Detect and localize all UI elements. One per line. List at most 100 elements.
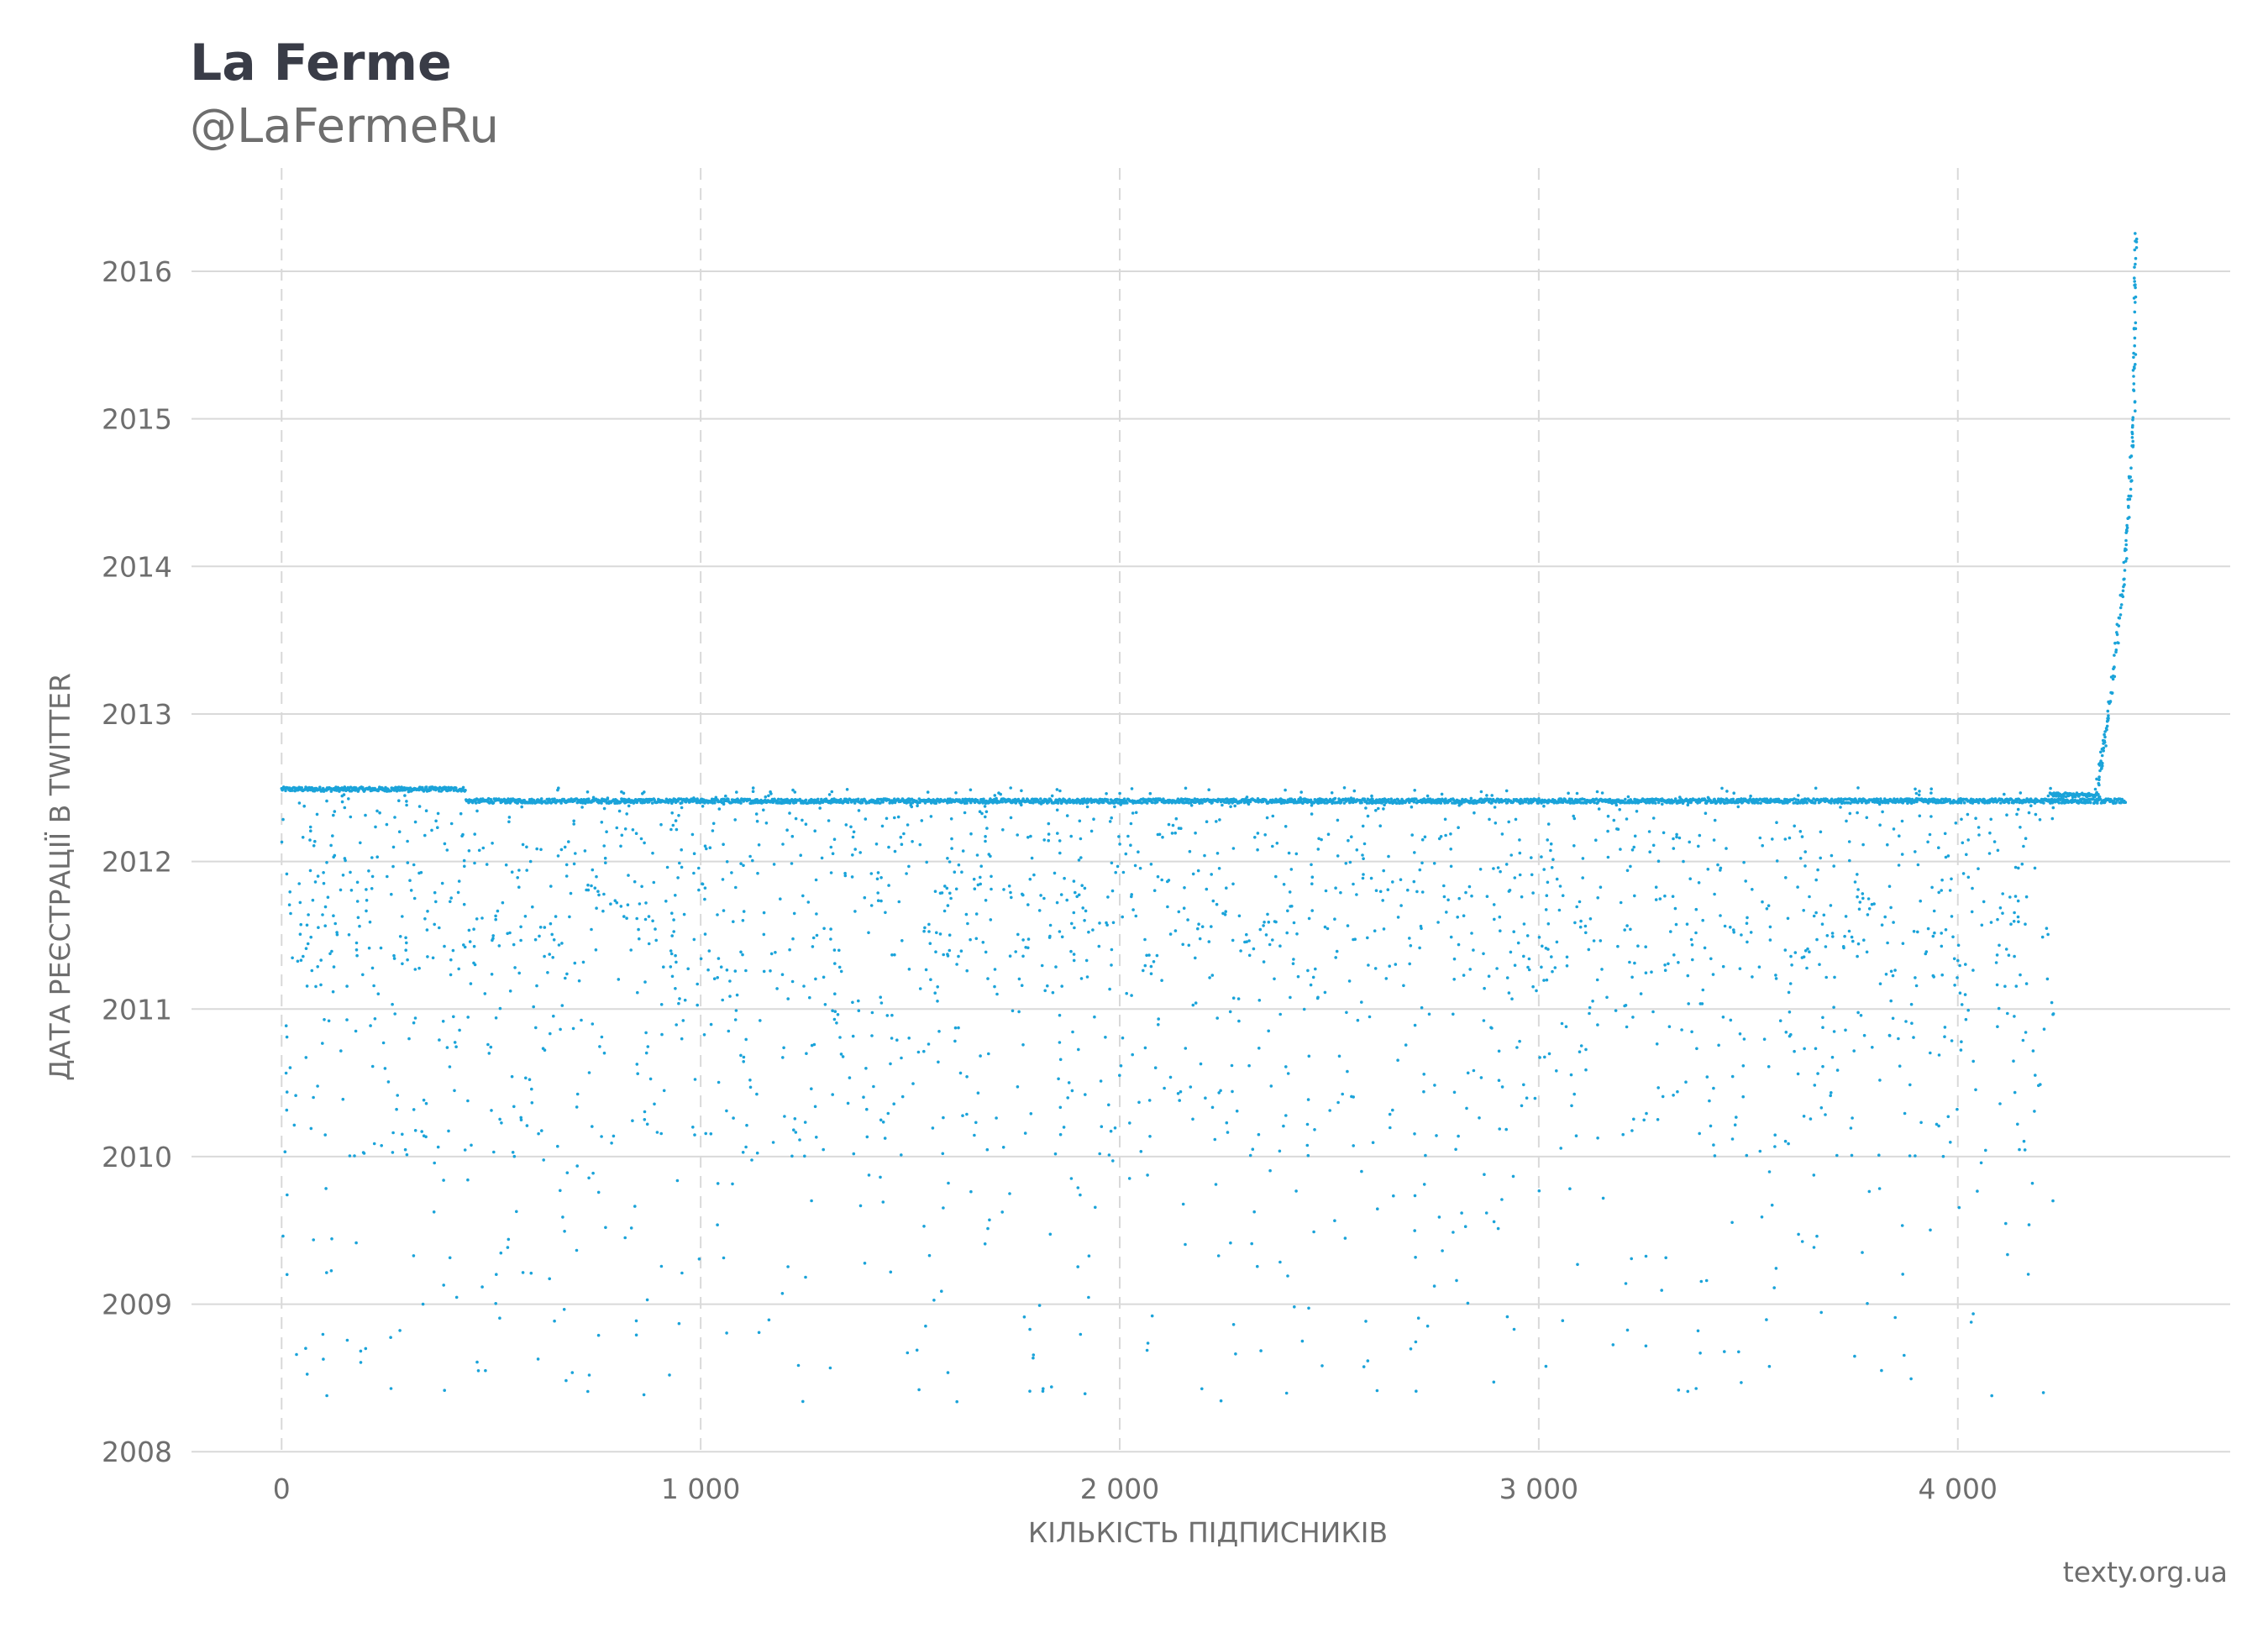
data-point [1510, 997, 1514, 1000]
data-point [434, 786, 438, 790]
data-point [549, 1032, 552, 1036]
data-point [1050, 1385, 1053, 1389]
data-point [1076, 1265, 1079, 1268]
data-point [412, 1254, 416, 1257]
data-point [1342, 786, 1347, 790]
data-point [697, 888, 701, 892]
data-point [1108, 987, 1111, 991]
data-point [412, 1108, 416, 1111]
data-point [906, 1351, 910, 1355]
data-point [1866, 913, 1870, 916]
data-point [615, 900, 619, 905]
data-point [899, 835, 903, 839]
data-point [319, 983, 323, 987]
data-point [321, 1332, 325, 1336]
data-point [1993, 797, 1998, 801]
data-point [507, 816, 512, 819]
data-point [779, 897, 782, 900]
data-point [1625, 869, 1630, 873]
data-point [312, 1095, 315, 1100]
data-point [896, 815, 900, 819]
data-point [827, 793, 832, 796]
data-point [1459, 802, 1463, 806]
data-point [1287, 851, 1291, 855]
data-point [348, 1154, 352, 1158]
data-point [560, 942, 564, 945]
data-point [1210, 925, 1213, 928]
data-point [1352, 789, 1357, 793]
data-point [594, 948, 598, 952]
data-point [2033, 866, 2037, 870]
data-point [570, 1371, 575, 1374]
data-point [498, 1117, 501, 1121]
data-point [660, 1032, 664, 1037]
data-point [1309, 983, 1313, 987]
data-point [1560, 1021, 1564, 1026]
data-point [981, 941, 985, 944]
data-point [680, 1271, 684, 1275]
data-point [1058, 851, 1062, 855]
data-point [1929, 1228, 1932, 1232]
data-point [881, 801, 885, 804]
data-point [1207, 788, 1210, 791]
data-point [949, 896, 953, 900]
data-point [433, 1161, 436, 1165]
data-point [1775, 821, 1778, 824]
data-point [2045, 977, 2050, 981]
data-point [1223, 913, 1227, 916]
data-point [670, 974, 675, 979]
data-point [984, 839, 987, 843]
data-point [1633, 894, 1636, 898]
data-point [674, 987, 677, 990]
data-point [1746, 801, 1751, 805]
data-point [1117, 835, 1121, 838]
data-point [829, 937, 832, 941]
data-point [1775, 859, 1779, 863]
data-point [1000, 1210, 1004, 1214]
data-point [659, 1131, 663, 1136]
data-point [1196, 927, 1200, 931]
data-point [813, 829, 816, 832]
data-point [1155, 953, 1159, 958]
data-point [1966, 838, 1970, 842]
data-point [339, 1049, 343, 1053]
data-point [1352, 1144, 1355, 1147]
data-point [534, 1026, 538, 1030]
data-point [436, 1145, 440, 1149]
data-point [1647, 830, 1651, 833]
data-point [1133, 864, 1137, 868]
data-point [1356, 1018, 1360, 1022]
data-point [1677, 836, 1682, 840]
data-point [612, 1134, 616, 1138]
data-point [322, 871, 325, 874]
data-point [849, 825, 853, 829]
data-point [1127, 1177, 1131, 1180]
data-point [340, 800, 344, 804]
data-point [2046, 794, 2050, 798]
data-point [1028, 1327, 1032, 1331]
data-point [993, 800, 997, 803]
data-point [672, 918, 675, 921]
data-point [1767, 1065, 1771, 1068]
data-point [1305, 1122, 1310, 1126]
data-point [332, 914, 335, 917]
data-point [1444, 833, 1447, 837]
data-point [675, 1179, 680, 1183]
data-point [405, 941, 408, 945]
data-point [1708, 1099, 1711, 1103]
data-point [1818, 963, 1821, 966]
data-point [839, 969, 843, 974]
data-point [609, 902, 612, 906]
data-point [1950, 1039, 1954, 1042]
data-point [1118, 791, 1121, 795]
data-point [1362, 842, 1367, 846]
data-point [477, 848, 481, 853]
data-point [1853, 880, 1857, 884]
data-point [1672, 847, 1676, 850]
data-point [2007, 953, 2011, 957]
data-point [370, 887, 374, 890]
data-point [1148, 1135, 1152, 1138]
data-point [1194, 801, 1197, 805]
data-point [423, 917, 427, 921]
data-point [818, 806, 822, 810]
